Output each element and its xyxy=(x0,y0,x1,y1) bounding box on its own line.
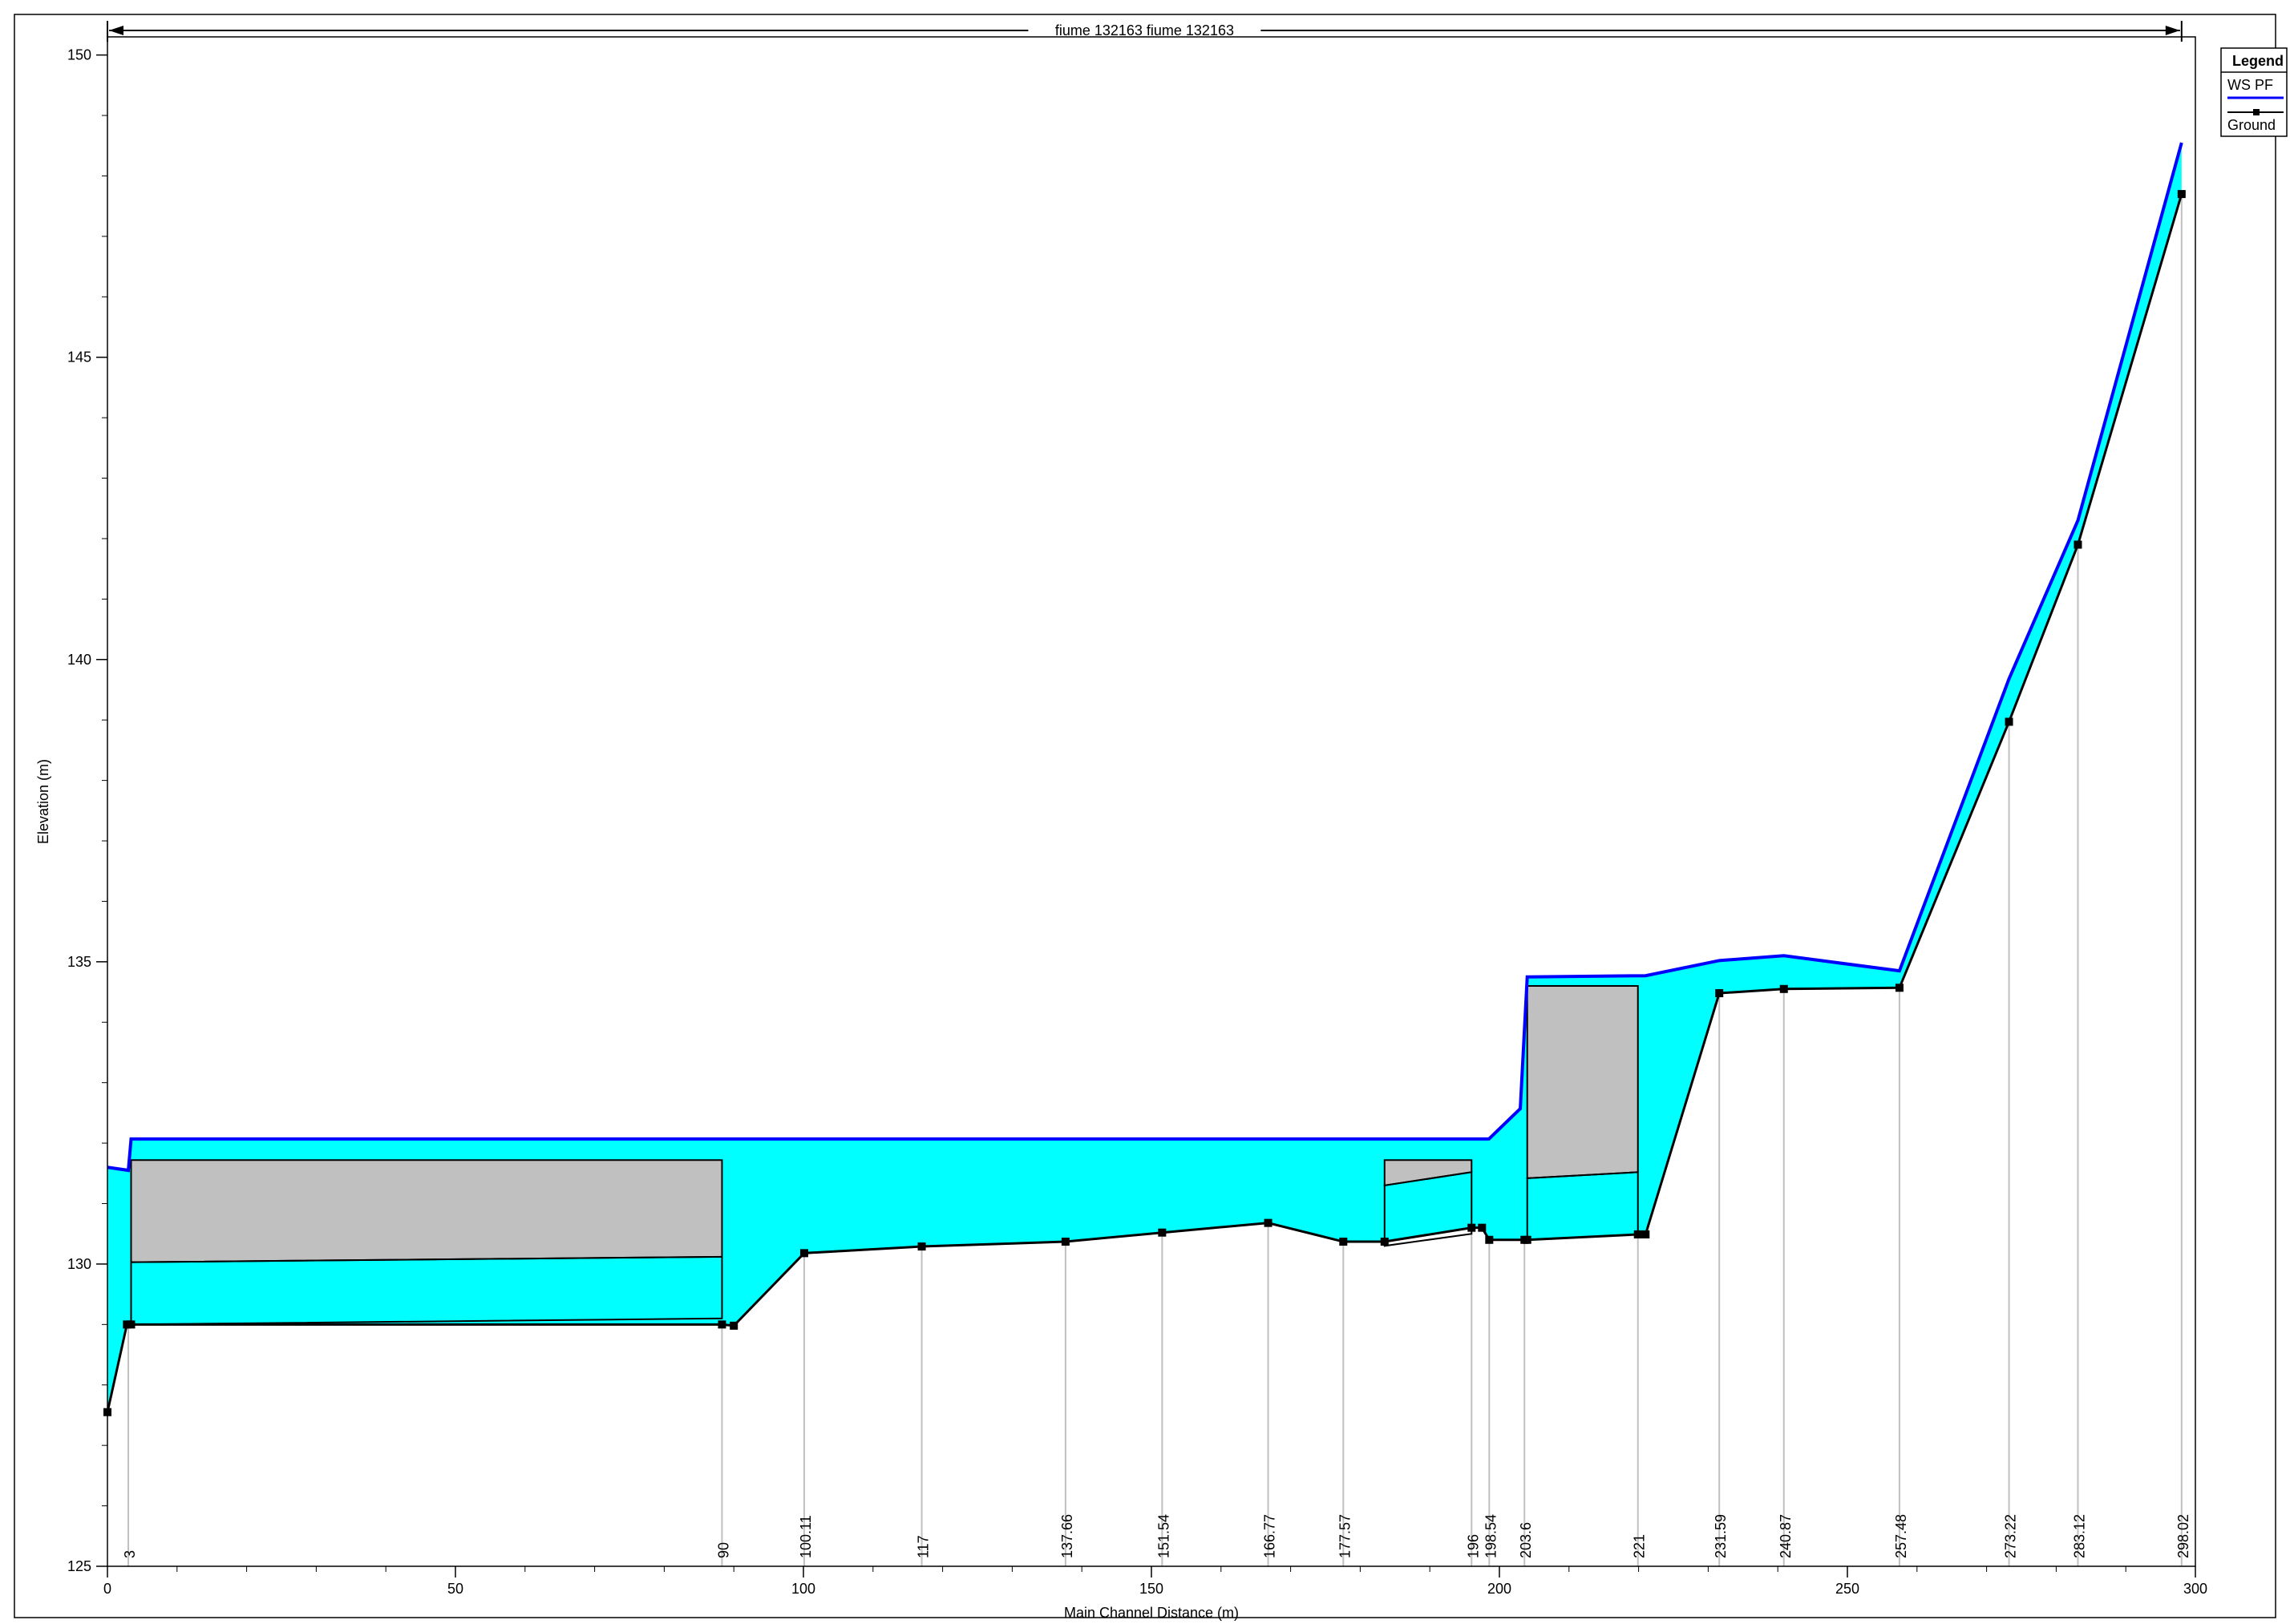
y-tick-label-1: 130 xyxy=(67,1256,91,1272)
ground-point-21 xyxy=(1895,984,1904,992)
ground-point-14 xyxy=(1485,1235,1494,1244)
title-bar-arrow-left xyxy=(109,26,123,35)
station-label-0: 3 xyxy=(122,1550,138,1558)
station-label-2: 100.11 xyxy=(798,1515,814,1558)
legend-swatch-ground-marker xyxy=(2253,109,2260,115)
ground-point-13 xyxy=(1478,1223,1487,1232)
structure-deck-2 xyxy=(1526,985,1639,1179)
station-label-4: 137.66 xyxy=(1059,1514,1075,1558)
x-axis-label: Main Channel Distance (m) xyxy=(1064,1605,1239,1621)
station-label-12: 231.59 xyxy=(1713,1514,1729,1558)
y-tick-label-4: 145 xyxy=(67,349,91,366)
station-label-10: 203.6 xyxy=(1518,1522,1534,1558)
plot-area: 3 90 100.11 117 137.66 151.54 166.77 177.57 196 1… xyxy=(103,37,2195,1566)
ground-point-8 xyxy=(1158,1228,1167,1237)
structure-deck-0 xyxy=(130,1159,723,1263)
station-label-13: 240.87 xyxy=(1778,1514,1794,1558)
y-tick-label-2: 135 xyxy=(67,954,91,970)
x-tick-label-5: 250 xyxy=(1835,1581,1859,1597)
station-label-11: 221 xyxy=(1632,1534,1648,1558)
y-axis-label: Elevation (m) xyxy=(35,759,51,844)
ground-point-12 xyxy=(1467,1223,1476,1232)
station-label-15: 273.22 xyxy=(2003,1514,2019,1558)
ground-point-2 xyxy=(127,1320,136,1329)
y-tick-label-3: 140 xyxy=(67,652,91,668)
ground-point-24 xyxy=(2177,190,2186,199)
station-label-17: 298.02 xyxy=(2175,1514,2191,1558)
station-label-6: 166.77 xyxy=(1262,1514,1278,1558)
structure-opening-1 xyxy=(1383,1171,1473,1247)
ground-point-19 xyxy=(1715,989,1724,998)
ground-point-11 xyxy=(1380,1238,1389,1246)
chart-title: fiume 132163 fiume 132163 xyxy=(1055,22,1234,38)
ground-point-18 xyxy=(1641,1230,1650,1238)
ground-point-1 xyxy=(123,1320,131,1329)
ground-point-17 xyxy=(1633,1230,1642,1238)
station-label-5: 151.54 xyxy=(1155,1514,1171,1558)
y-tick-label-5: 150 xyxy=(67,47,91,63)
ground-point-20 xyxy=(1779,984,1788,993)
structure-opening-0 xyxy=(130,1255,723,1326)
station-label-7: 177.57 xyxy=(1337,1514,1353,1558)
ground-point-10 xyxy=(1339,1238,1348,1246)
station-label-16: 283.12 xyxy=(2071,1514,2087,1558)
ground-point-23 xyxy=(2074,540,2082,549)
ground-point-7 xyxy=(1061,1238,1070,1246)
station-label-9: 198.54 xyxy=(1483,1514,1499,1558)
x-tick-label-2: 100 xyxy=(791,1581,815,1597)
legend: Legend WS PF Ground xyxy=(2220,47,2288,137)
series-line-ws-pf xyxy=(107,142,2183,1173)
ground-point-6 xyxy=(917,1242,926,1251)
ground-point-5 xyxy=(799,1249,808,1258)
water-area xyxy=(107,142,2182,1412)
station-label-3: 117 xyxy=(916,1535,932,1558)
station-label-1: 90 xyxy=(715,1542,731,1558)
ground-point-9 xyxy=(1264,1218,1272,1227)
ground-point-22 xyxy=(2005,717,2013,726)
station-label-8: 196 xyxy=(1465,1534,1481,1558)
legend-entry-ws-pf: WS PF xyxy=(2227,77,2273,93)
y-tick-label-0: 125 xyxy=(67,1558,91,1574)
ground-point-16 xyxy=(1523,1235,1531,1244)
legend-box xyxy=(2220,47,2288,137)
x-tick-label-6: 300 xyxy=(2183,1581,2207,1597)
x-tick-label-4: 200 xyxy=(1487,1581,1511,1597)
legend-entry-ground: Ground xyxy=(2227,117,2276,133)
plot-background xyxy=(107,37,2195,1566)
ground-point-3 xyxy=(718,1320,726,1329)
title-bar: fiume 132163 fiume 132163 xyxy=(107,21,2183,42)
ground-point-4 xyxy=(730,1321,738,1330)
legend-title: Legend xyxy=(2232,53,2284,69)
outer-frame xyxy=(14,14,2276,1618)
axes: 0 50 100 150 200 250 300 125 130 135 140 145 150 xyxy=(67,36,2207,1597)
x-tick-label-0: 0 xyxy=(103,1581,111,1597)
x-tick-label-1: 50 xyxy=(447,1581,463,1597)
station-label-14: 257.48 xyxy=(1893,1514,1909,1558)
title-bar-arrow-right xyxy=(2165,26,2180,35)
x-tick-label-3: 150 xyxy=(1139,1581,1163,1597)
